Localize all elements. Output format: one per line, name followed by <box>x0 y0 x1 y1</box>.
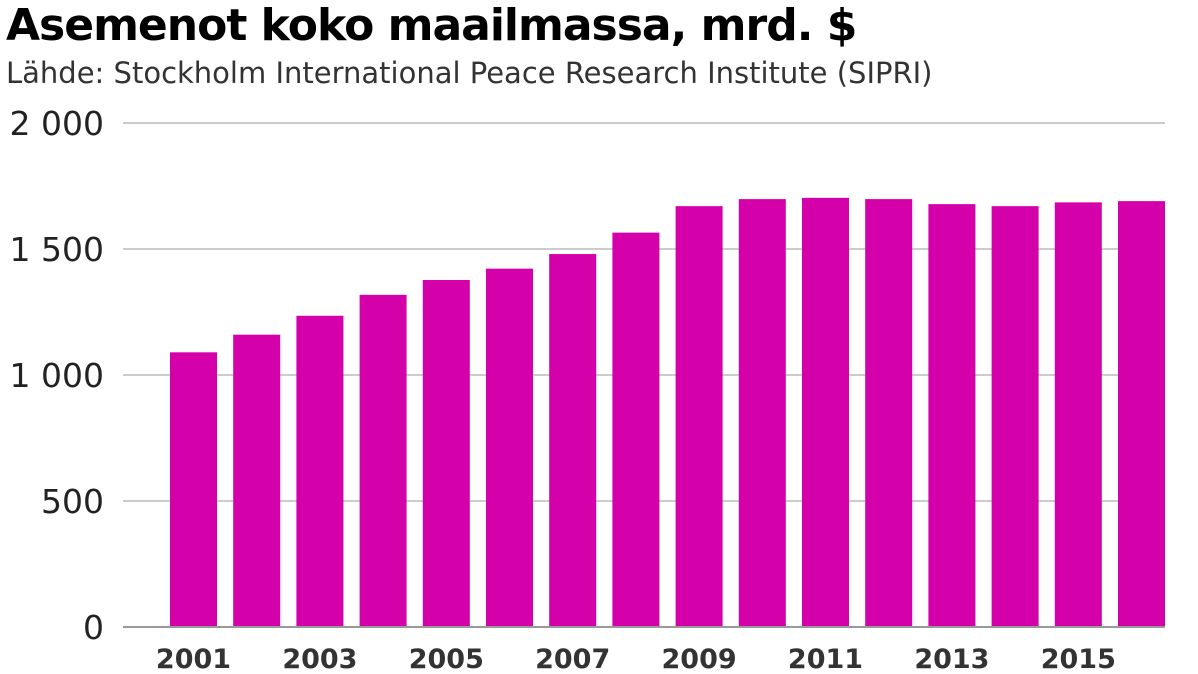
x-tick-label: 2001 <box>156 644 231 674</box>
bar-2006 <box>486 268 533 627</box>
bar-2014 <box>991 206 1039 627</box>
bar-2013 <box>928 204 976 628</box>
chart-subtitle: Lähde: Stockholm International Peace Res… <box>6 56 933 90</box>
x-tick-labels: 2001 2003 2005 2007 2009 2011 2013 2015 <box>156 644 1116 674</box>
y-tick-labels: 0 500 1 000 1 500 2 000 <box>10 104 104 647</box>
x-tick-label: 2011 <box>788 644 863 674</box>
bar-2007 <box>549 254 597 628</box>
y-tick-label: 2 000 <box>10 104 104 143</box>
bar-2010 <box>738 199 786 627</box>
y-tick-label: 1 500 <box>10 230 104 269</box>
bar-2011 <box>802 197 849 627</box>
x-tick-label: 2013 <box>914 644 989 674</box>
x-tick-label: 2007 <box>535 644 610 674</box>
bar-2016 <box>1118 201 1165 627</box>
x-tick-label: 2009 <box>662 644 737 674</box>
y-tick-label: 500 <box>41 482 104 521</box>
bar-2009 <box>675 206 723 627</box>
bar-2003 <box>296 315 344 627</box>
bar-2012 <box>865 199 913 627</box>
chart-title: Asemenot koko maailmassa, mrd. $ <box>6 0 857 51</box>
x-tick-label: 2005 <box>409 644 484 674</box>
x-tick-label: 2015 <box>1041 644 1116 674</box>
bar-2005 <box>422 279 470 627</box>
bars <box>170 197 1165 628</box>
bar-2015 <box>1054 202 1102 627</box>
x-tick-label: 2003 <box>282 644 357 674</box>
y-tick-label: 0 <box>83 608 104 647</box>
bar-2002 <box>233 334 281 627</box>
bar-2004 <box>359 294 407 627</box>
y-tick-label: 1 000 <box>10 356 104 395</box>
bar-2008 <box>612 232 660 627</box>
bar-2001 <box>170 352 217 627</box>
